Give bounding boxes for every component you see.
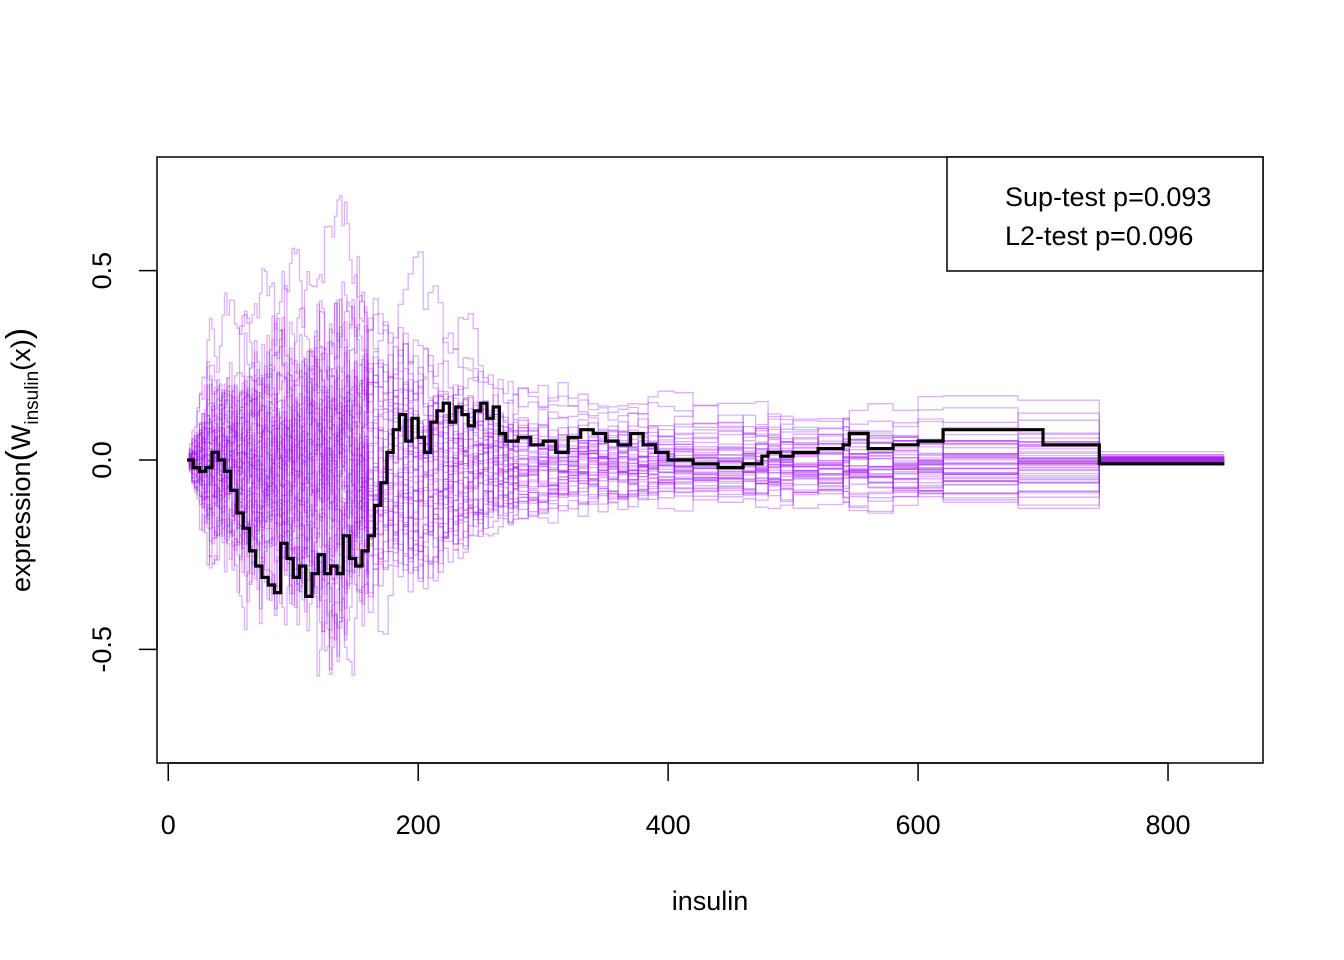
- x-axis-label: insulin: [672, 886, 749, 916]
- y-label-prefix: expression: [6, 461, 36, 592]
- x-tick-label: 0: [161, 810, 176, 840]
- x-tick-label: 200: [396, 810, 441, 840]
- y-tick-label: -0.5: [87, 626, 117, 673]
- y-axis-label: expression(Winsulin(x)): [0, 328, 43, 592]
- y-axis: -0.5 0.0 0.5: [87, 252, 158, 673]
- simulated-path: [187, 360, 1225, 532]
- simulated-path: [187, 444, 1225, 569]
- y-label-symbol: W: [6, 424, 36, 450]
- y-label-paren-close: ): [0, 328, 38, 339]
- observed-path-group: [187, 401, 1225, 598]
- simulated-path: [187, 438, 1225, 631]
- simulated-path: [187, 436, 1225, 590]
- legend-line-sup-test: Sup-test p=0.093: [1005, 182, 1211, 212]
- simulated-path: [187, 459, 1225, 631]
- simulated-path: [187, 416, 1225, 523]
- y-tick-label: 0.0: [87, 441, 117, 479]
- simulated-path: [187, 453, 1225, 677]
- x-tick-label: 800: [1145, 810, 1190, 840]
- y-tick-label: 0.5: [87, 252, 117, 290]
- simulated-path: [187, 408, 1225, 545]
- simulated-path: [187, 459, 1225, 652]
- simulated-path: [187, 386, 1225, 573]
- legend: Sup-test p=0.093 L2-test p=0.096: [946, 156, 1264, 272]
- simulated-path: [187, 399, 1225, 531]
- simulated-path: [187, 302, 1225, 463]
- simulated-path: [187, 421, 1225, 553]
- simulated-path: [187, 362, 1225, 506]
- simulated-path: [187, 386, 1225, 557]
- simulated-path: [187, 358, 1225, 528]
- y-label-arg: (x): [6, 339, 36, 370]
- simulated-path: [187, 401, 1225, 518]
- y-label-subscript: insulin: [22, 371, 43, 425]
- simulated-path: [187, 346, 1225, 488]
- simulated-path: [187, 402, 1225, 538]
- simulated-path: [187, 255, 1225, 461]
- simulated-path: [187, 368, 1225, 528]
- simulated-path: [187, 300, 1225, 461]
- simulated-path: [187, 400, 1225, 554]
- y-label-paren-open: (: [0, 449, 38, 461]
- simulated-path: [187, 459, 1225, 657]
- simulated-path: [187, 195, 1225, 461]
- simulated-path: [187, 412, 1225, 513]
- simulated-path: [187, 303, 1225, 488]
- observed-path: [187, 401, 1225, 598]
- simulated-path: [187, 434, 1225, 548]
- x-tick-label: 400: [646, 810, 691, 840]
- simulated-path: [187, 366, 1225, 521]
- x-axis: 0 200 400 600 800: [161, 762, 1191, 840]
- simulated-path: [187, 455, 1225, 633]
- legend-line-l2-test: L2-test p=0.096: [1005, 221, 1193, 251]
- simulated-path: [187, 298, 1225, 471]
- x-tick-label: 600: [896, 810, 941, 840]
- simulated-path: [187, 438, 1225, 578]
- simulated-path: [187, 404, 1225, 567]
- simulated-path: [187, 454, 1225, 610]
- simulated-path: [187, 456, 1225, 663]
- simulated-path: [187, 431, 1225, 562]
- legend-box: [946, 156, 1264, 272]
- simulated-path: [187, 349, 1225, 509]
- simulated-path: [187, 285, 1225, 461]
- simulated-path: [187, 459, 1225, 627]
- simulated-path: [187, 407, 1225, 585]
- simulated-path: [187, 390, 1225, 553]
- simulated-path: [187, 358, 1225, 495]
- simulated-path: [187, 376, 1225, 524]
